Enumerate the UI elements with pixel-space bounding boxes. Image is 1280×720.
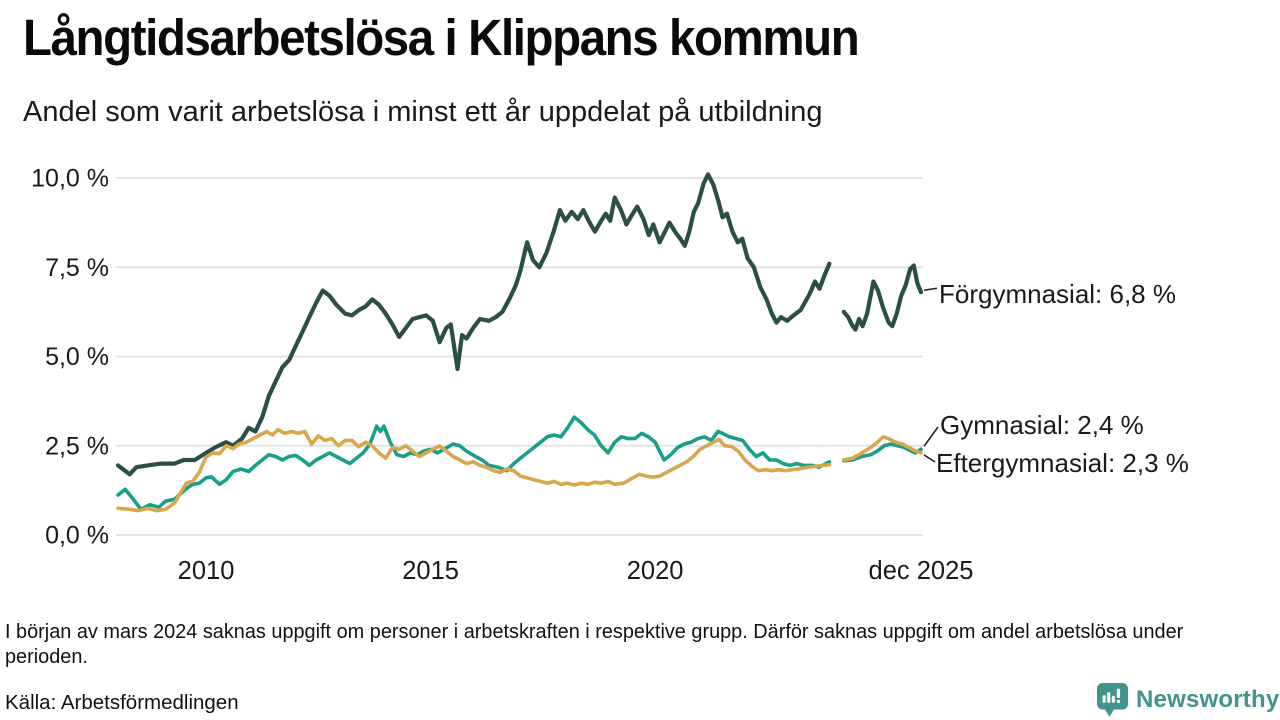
- series-line-eftergymnasial: [116, 427, 832, 513]
- footnote: I början av mars 2024 saknas uppgift om …: [5, 620, 1184, 668]
- x-axis-tick-label: 2010: [178, 557, 235, 585]
- page-title: Långtidsarbetslösa i Klippans kommun: [23, 9, 860, 66]
- series-end-label-eftergymnasial: Eftergymnasial: 2,3 %: [936, 448, 1189, 478]
- series-line-eftergymnasial: [841, 434, 923, 462]
- series-line-gymnasial: [116, 415, 832, 512]
- series-line-förgymnasial: [115, 172, 832, 477]
- series-line-förgymnasial: [841, 263, 924, 332]
- page-subtitle: Andel som varit arbetslösa i minst ett å…: [23, 96, 823, 128]
- series-end-label-forgymnasial: Förgymnasial: 6,8 %: [939, 279, 1176, 309]
- annotation-leader-line: [923, 287, 938, 292]
- y-axis-tick-label: 2,5 %: [45, 432, 109, 460]
- source-line: Källa: Arbetsförmedlingen: [5, 691, 239, 714]
- series-line-gymnasial: [841, 442, 923, 463]
- x-axis-tick-label: 2020: [627, 557, 684, 585]
- annotation-leader-line: [923, 426, 939, 447]
- y-axis-tick-label: 10,0 %: [31, 165, 109, 193]
- y-axis-tick-label: 0,0 %: [45, 522, 109, 550]
- y-axis-tick-label: 7,5 %: [45, 254, 109, 282]
- newsworthy-wordmark: Newsworthy: [1136, 686, 1280, 713]
- series-end-label-gymnasial: Gymnasial: 2,4 %: [940, 410, 1144, 440]
- x-axis-tick-label: dec 2025: [869, 557, 974, 585]
- annotation-leader-line: [923, 454, 936, 463]
- y-axis-tick-label: 5,0 %: [45, 343, 109, 371]
- newsworthy-branding: Newsworthy: [1096, 682, 1279, 718]
- bar-chart-speech-bubble-icon: [1097, 683, 1128, 717]
- x-axis-tick-label: 2015: [402, 557, 459, 585]
